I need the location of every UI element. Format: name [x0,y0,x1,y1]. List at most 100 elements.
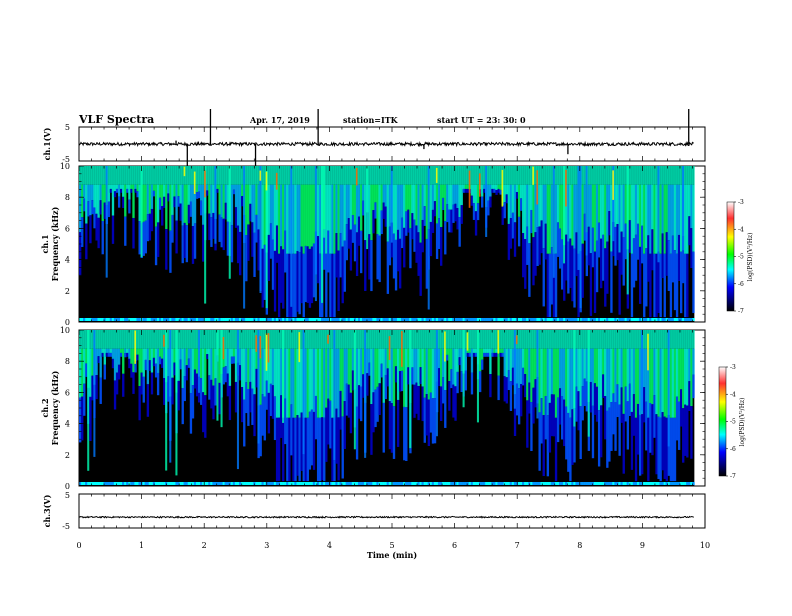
spectrogram-cell [370,184,373,241]
spectrogram-cell [366,318,369,321]
spectrogram-cell [200,184,203,201]
spectrogram-cell [214,330,217,349]
spectrogram-cell [392,184,396,234]
spectrogram-cell [185,318,189,321]
spectrogram-cell [353,166,357,185]
spectrogram-cell [216,482,219,485]
spectrogram-cell [526,330,529,349]
spectrogram-cell [257,330,260,444]
spectrogram-cell [659,348,662,418]
spectrogram-cell [526,400,529,448]
spectrogram-cell [618,348,621,405]
spectrogram-cell [382,202,385,219]
spectrogram-cell [187,318,191,321]
spectrogram-cell [85,348,88,364]
spectrogram-cell [232,189,236,195]
spectrogram-cell [636,223,640,260]
spectrogram-cell [686,184,689,254]
spectrogram-cell [329,348,332,401]
spectrogram-cell [440,330,443,349]
spectrogram-cell [481,196,484,208]
spectrogram-cell [286,417,289,482]
spectrogram-cell [230,356,234,364]
spectrogram-cell [376,386,379,422]
spectrogram-cell [126,352,129,357]
spectrogram-cell [550,247,554,305]
spectrogram-cell [230,482,234,485]
spectrogram-cell [505,348,508,378]
spectrogram-cell [370,166,373,185]
spectrogram-cell [120,184,123,189]
spectrogram-cell [238,482,242,485]
spectrogram-cell [458,348,461,358]
spectrogram-cell [314,482,318,485]
spectrogram-cell [124,482,127,485]
spectrogram-cell [606,166,609,185]
spectrogram-cell [394,184,398,240]
spectrogram-cell [437,348,441,369]
spectrogram-cell [591,318,595,321]
spectrogram-cell [136,191,139,198]
ch3-ylabel: ch.3(V) [42,494,52,527]
spectrogram-cell [638,246,642,304]
spectrogram-cell [113,330,117,349]
spectrogram-cell [446,184,449,205]
spectrogram-cell [641,184,644,226]
spectrogram-cell [608,184,611,212]
spectrogram-cell [263,184,266,245]
spectrogram-cell [677,166,681,185]
spectrogram-cell [462,188,465,193]
spectrogram-cell [355,232,359,277]
spectrogram-cell [161,318,164,321]
spectrogram-cell [536,184,539,228]
spectrogram-cell [651,404,654,456]
spectrogram-cell [210,482,213,485]
spectrogram-cell [220,166,223,185]
spectrogram-cell [325,348,328,408]
spectrogram-cell [364,318,367,321]
spectrogram-cell [335,482,338,485]
spectrogram-cell [382,402,385,453]
spectrogram-cell [503,202,506,219]
spectrogram-cell [522,318,525,321]
spectrogram-cell [173,330,176,349]
spectrogram-cell [587,184,591,227]
colorbar-tick-label: -6 [730,446,736,453]
station-label: station=ITK [343,115,399,125]
spectrogram-cell [433,482,437,485]
spectrogram-cell [684,318,687,321]
spectrogram-cell [565,348,568,407]
spectrogram-cell [187,166,191,185]
spectrogram-cell [682,236,685,284]
spectrogram-cell [602,318,605,321]
spectrogram-cell [462,330,465,408]
spectrogram-cell [288,184,291,254]
spectrogram-cell [526,482,529,485]
spectrogram-cell [208,166,211,185]
spectrogram-cell [474,184,478,212]
spectrogram-cell [563,166,566,264]
spectrogram-cell [433,184,437,202]
spectrogram-cell [546,348,550,416]
spectrogram-cell [655,414,658,475]
spectrogram-cell [181,318,184,321]
spectrogram-cell [376,166,379,185]
spectrogram-cell [179,184,182,204]
spectrogram-cell [421,318,424,321]
spectrogram-cell [630,184,634,254]
spectrogram-cell [614,166,617,185]
spectrogram-cell [277,253,281,318]
spectrogram-cell [212,318,215,321]
spectrogram-cell [456,208,459,230]
spectrogram-cell [507,348,511,371]
spectrogram-cell [544,330,547,349]
x-tick-label: 8 [577,541,582,550]
spectrogram-cell [138,386,141,421]
spectrogram-cell [478,371,482,393]
spectrogram-cell [550,482,554,485]
spectrogram-cell [612,318,615,321]
x-tick-label: 7 [515,541,520,550]
spectrogram-cell [608,166,611,185]
spectrogram-cell [89,348,92,397]
spectrogram-cell [526,226,529,265]
